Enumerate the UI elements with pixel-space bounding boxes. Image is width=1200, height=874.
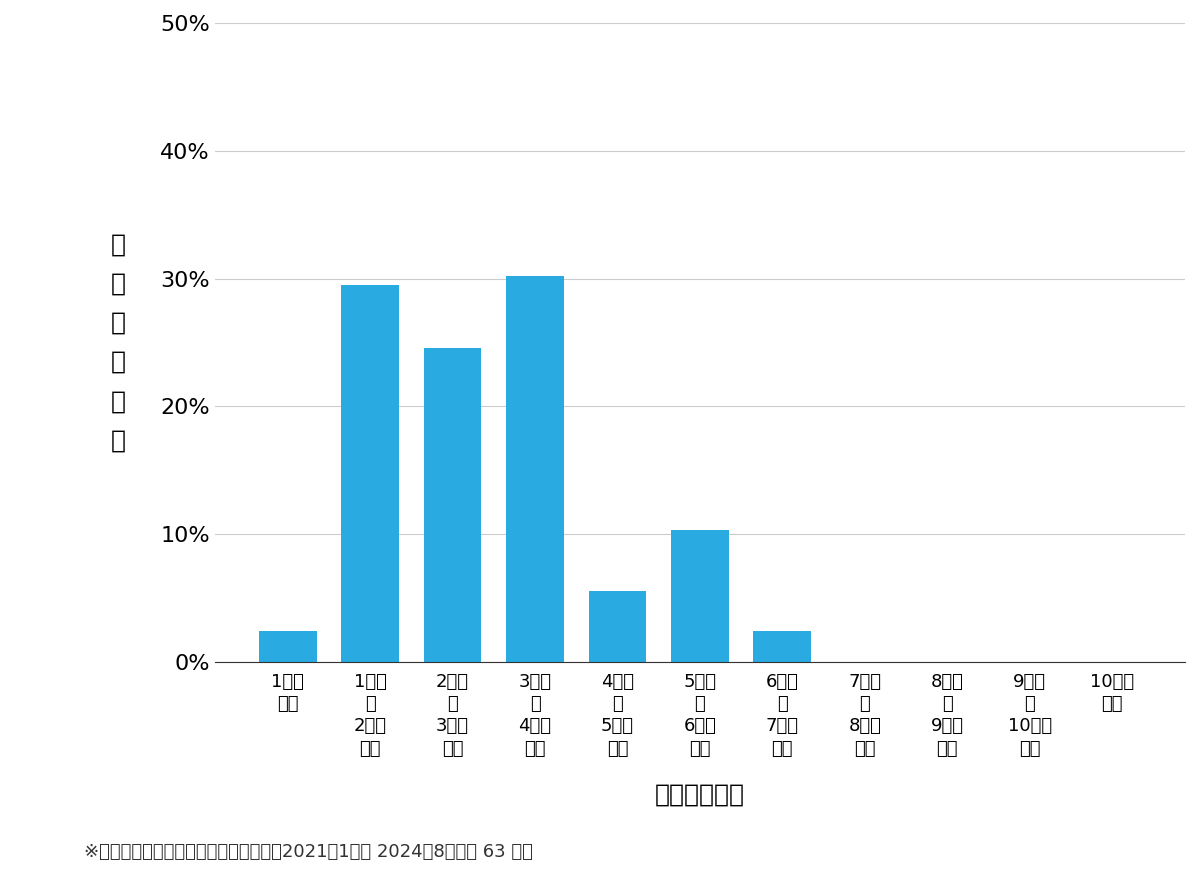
Bar [754, 631, 811, 662]
Bar [671, 530, 728, 662]
Bar [341, 285, 400, 662]
Y-axis label: 費
用
帯
の
割
合: 費 用 帯 の 割 合 [110, 232, 126, 453]
Text: ※弊社受付の案件を対象に集計（期間：2021年1月〜 2024年8月、計 63 件）: ※弊社受付の案件を対象に集計（期間：2021年1月〜 2024年8月、計 63 … [84, 843, 533, 861]
Bar [424, 348, 481, 662]
X-axis label: 費用帯（円）: 費用帯（円） [655, 782, 745, 807]
Bar [506, 276, 564, 662]
Bar [589, 591, 647, 662]
Bar [259, 631, 317, 662]
